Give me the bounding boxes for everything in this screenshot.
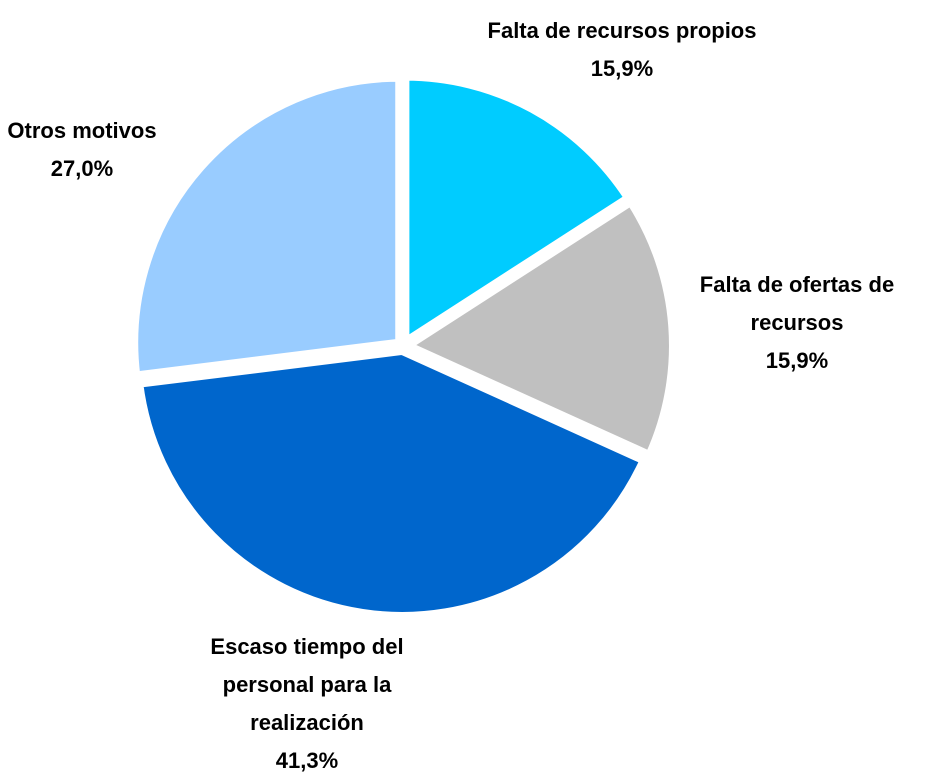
value-label: 41,3%	[275, 748, 339, 773]
slice-label: Otros motivos 27,0%	[0, 112, 172, 188]
category-label: Falta de ofertas de recursos	[699, 272, 895, 335]
value-label: 27,0%	[50, 156, 114, 181]
category-label: Escaso tiempo del personal para la reali…	[210, 634, 404, 735]
pie-slice	[130, 73, 404, 380]
category-label: Otros motivos	[7, 118, 157, 143]
slice-label: Falta de ofertas de recursos 15,9%	[667, 266, 927, 380]
pie-slice	[399, 196, 677, 461]
value-label: 15,9%	[590, 56, 654, 81]
slice-label: Falta de recursos propios 15,9%	[482, 12, 762, 88]
value-label: 15,9%	[765, 348, 829, 373]
pie-slice	[401, 72, 634, 349]
category-label: Falta de recursos propios	[487, 18, 757, 43]
pie-slice	[134, 346, 649, 620]
slice-label: Escaso tiempo del personal para la reali…	[172, 628, 442, 773]
